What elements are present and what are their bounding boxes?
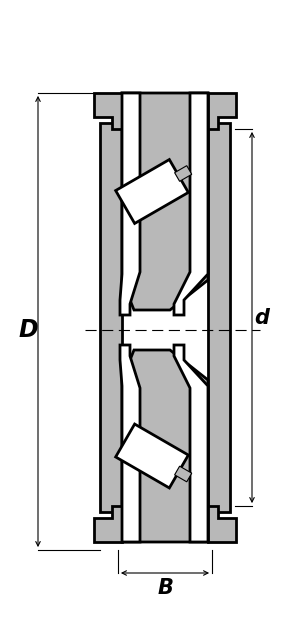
Polygon shape xyxy=(116,159,188,224)
Polygon shape xyxy=(174,93,208,315)
Text: d: d xyxy=(254,308,269,328)
Polygon shape xyxy=(120,345,140,542)
Polygon shape xyxy=(120,93,140,315)
Bar xyxy=(100,123,122,512)
Polygon shape xyxy=(122,93,208,310)
Polygon shape xyxy=(175,466,192,482)
Polygon shape xyxy=(94,506,122,542)
Polygon shape xyxy=(208,506,236,542)
Polygon shape xyxy=(208,93,236,129)
Text: D: D xyxy=(18,318,38,342)
Polygon shape xyxy=(94,93,122,129)
Bar xyxy=(208,123,230,512)
Text: B: B xyxy=(157,578,173,598)
Polygon shape xyxy=(174,345,208,542)
Polygon shape xyxy=(116,424,188,488)
Polygon shape xyxy=(175,166,192,181)
Polygon shape xyxy=(122,350,208,542)
